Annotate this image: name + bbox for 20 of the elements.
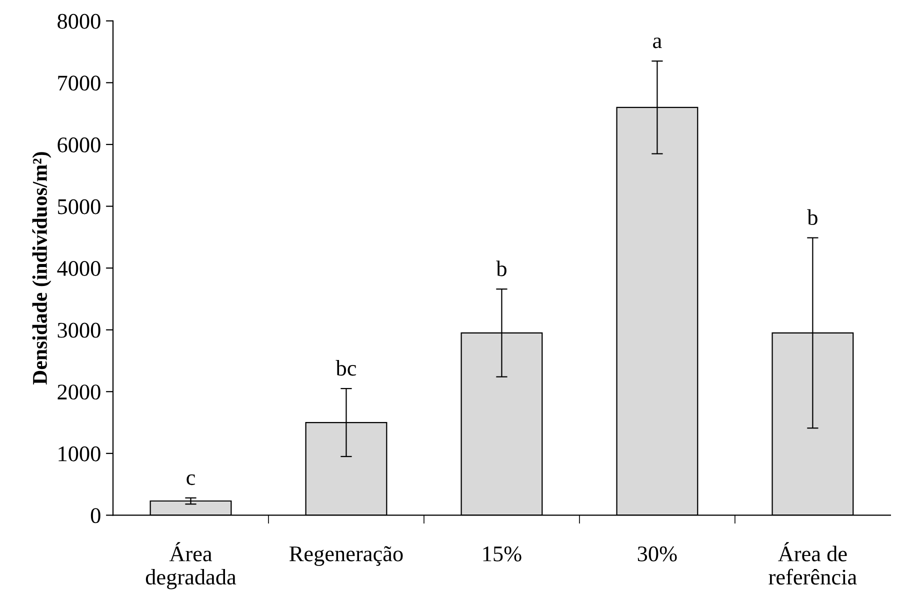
y-tick-label: 6000 xyxy=(58,137,100,152)
y-tick-label: 0 xyxy=(90,508,100,524)
annotation: bc xyxy=(336,360,356,376)
y-axis-title: Densidade (indivíduos/m²) xyxy=(32,152,52,385)
x-tick-label: 30% xyxy=(638,546,677,562)
y-tick-label: 8000 xyxy=(58,14,100,29)
x-tick-label: Área de referência xyxy=(768,542,857,585)
y-tick-label: 1000 xyxy=(58,446,100,462)
annotation: b xyxy=(496,260,506,276)
x-tick-label: Área degradada xyxy=(146,542,236,590)
y-tick-label: 7000 xyxy=(58,76,100,91)
x-tick-label: 15% xyxy=(483,546,522,562)
annotation: c xyxy=(186,474,195,486)
x-tick-label: Regeneração xyxy=(290,546,403,566)
annotation: b xyxy=(807,209,818,225)
annotation: a xyxy=(653,38,662,48)
y-tick-label: 3000 xyxy=(58,322,100,338)
y-tick-label: 5000 xyxy=(58,199,100,214)
y-tick-label: 2000 xyxy=(58,384,100,400)
y-tick-label: 4000 xyxy=(57,260,100,276)
